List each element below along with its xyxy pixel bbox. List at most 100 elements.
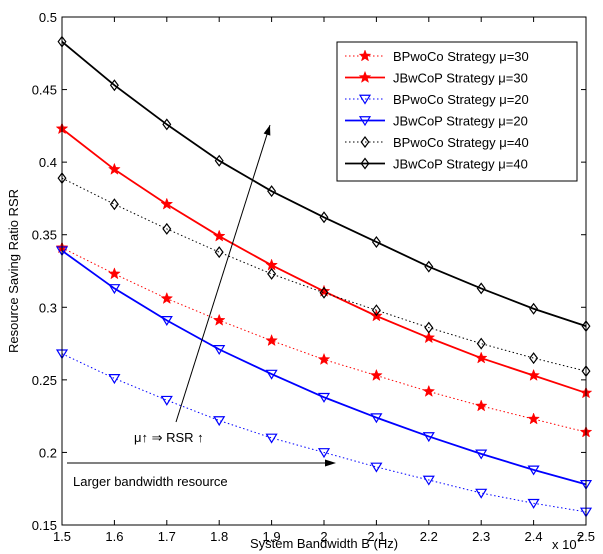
- series-4: [57, 172, 591, 378]
- diamond-marker: [109, 198, 119, 211]
- legend-item: BPwoCo Strategy μ=20: [345, 92, 529, 107]
- x-tick-label: 2.5: [577, 529, 595, 544]
- series-0: [55, 241, 593, 438]
- legend-item: JBwCoP Strategy μ=20: [345, 114, 528, 129]
- series-line: [61, 40, 587, 328]
- diamond-marker: [109, 79, 119, 92]
- y-tick-label: 0.2: [39, 445, 57, 460]
- star-marker: [317, 284, 331, 297]
- legend-label: BPwoCo Strategy μ=40: [393, 135, 529, 150]
- triangle-marker: [108, 284, 121, 295]
- triangle-marker: [265, 433, 278, 444]
- y-tick-label: 0.4: [39, 155, 57, 170]
- triangle-marker: [317, 392, 331, 403]
- ticks-layer: 1.5 1.6 1.7 1.8 1.9 2 2.1 2.2 2.3 2.4 2.5 0.15 0.2 0.…: [32, 10, 595, 544]
- x-tick-label: 1.5: [53, 529, 71, 544]
- triangle-marker: [370, 462, 383, 473]
- diamond-marker: [476, 337, 486, 350]
- annotation-text-rsr: μ↑ ⇒ RSR ↑: [134, 430, 204, 445]
- triangle-marker: [213, 345, 226, 356]
- star-marker: [160, 197, 174, 210]
- triangle-marker: [160, 395, 173, 406]
- x-tick-label: 1.9: [263, 529, 281, 544]
- triangle-marker: [317, 448, 331, 459]
- series-line: [61, 249, 587, 486]
- series-2: [55, 349, 593, 518]
- triangle-marker: [358, 94, 372, 105]
- star-marker: [212, 229, 226, 242]
- diamond-marker: [162, 118, 172, 131]
- annotation-arrowhead-rsr: [263, 125, 271, 136]
- y-tick-label: 0.3: [39, 300, 57, 315]
- y-axis-label: Resource Saving Ratio RSR: [6, 189, 21, 353]
- x-tick-label: 1.6: [105, 529, 123, 544]
- x-tick-label: 2.3: [472, 529, 490, 544]
- star-marker: [358, 70, 372, 83]
- diamond-marker: [319, 211, 329, 224]
- legend-items: BPwoCo Strategy μ=30 JBwCoP Strategy μ=30…: [345, 49, 529, 172]
- triangle-marker: [213, 416, 226, 427]
- diamond-marker: [371, 304, 381, 317]
- diamond-marker: [529, 352, 539, 365]
- star-marker: [160, 291, 174, 305]
- y-tick-label: 0.45: [32, 83, 57, 98]
- star-marker: [474, 399, 488, 412]
- star-marker: [108, 162, 121, 175]
- star-marker: [370, 368, 383, 381]
- star-marker: [527, 368, 540, 381]
- legend: BPwoCo Strategy μ=30 JBwCoP Strategy μ=30…: [336, 41, 578, 182]
- triangle-marker: [527, 498, 540, 509]
- x-tick-label: 2: [320, 529, 327, 544]
- triangle-marker: [527, 465, 540, 476]
- diamond-marker: [424, 321, 434, 334]
- plot-frame: [61, 16, 587, 526]
- y-tick-label: 0.35: [32, 228, 57, 243]
- diamond-marker: [162, 222, 172, 235]
- diamond-marker: [371, 235, 381, 248]
- series-line: [61, 177, 587, 372]
- diamond-marker: [267, 185, 277, 198]
- star-marker: [265, 333, 278, 347]
- annotation-arrow-rsr: [175, 124, 271, 423]
- triangle-marker: [422, 432, 435, 443]
- triangle-marker: [358, 116, 372, 127]
- legend-box: [336, 41, 578, 182]
- triangle-marker: [108, 374, 121, 385]
- legend-item: JBwCoP Strategy μ=40: [345, 157, 528, 172]
- annotations-layer: μ↑ ⇒ RSR ↑ Larger bandwidth resource: [67, 124, 336, 489]
- x-tick-label: 2.1: [367, 529, 385, 544]
- diamond-marker: [424, 260, 434, 273]
- series-line: [61, 247, 587, 433]
- star-marker: [422, 384, 436, 397]
- star-marker: [212, 313, 226, 326]
- x-multiplier: x 107: [552, 534, 583, 552]
- star-marker: [527, 412, 540, 425]
- star-marker: [474, 351, 488, 364]
- star-marker: [108, 267, 121, 280]
- y-tick-label: 0.5: [39, 10, 57, 25]
- star-marker: [317, 352, 331, 365]
- annotation-arrowhead-bandwidth: [325, 459, 336, 467]
- legend-item: BPwoCo Strategy μ=40: [345, 135, 529, 150]
- diamond-marker: [476, 282, 486, 295]
- diamond-marker: [214, 154, 224, 167]
- star-marker: [358, 49, 372, 62]
- triangle-marker: [475, 449, 488, 460]
- triangle-marker: [475, 488, 488, 499]
- triangle-marker: [160, 315, 173, 327]
- legend-label: BPwoCo Strategy μ=30: [393, 49, 529, 64]
- legend-label: BPwoCo Strategy μ=20: [393, 92, 529, 107]
- x-tick-label: 1.8: [210, 529, 228, 544]
- diamond-marker: [529, 302, 539, 315]
- star-marker: [422, 331, 436, 344]
- diamond-marker: [319, 286, 329, 299]
- legend-label: JBwCoP Strategy μ=20: [393, 114, 528, 129]
- legend-item: BPwoCo Strategy μ=30: [345, 49, 529, 64]
- triangle-marker: [422, 475, 435, 486]
- series-line: [61, 353, 587, 513]
- triangle-marker: [370, 413, 383, 424]
- x-tick-label: 2.2: [420, 529, 438, 544]
- diamond-marker: [360, 157, 370, 170]
- diamond-marker: [267, 267, 277, 280]
- star-marker: [265, 258, 278, 271]
